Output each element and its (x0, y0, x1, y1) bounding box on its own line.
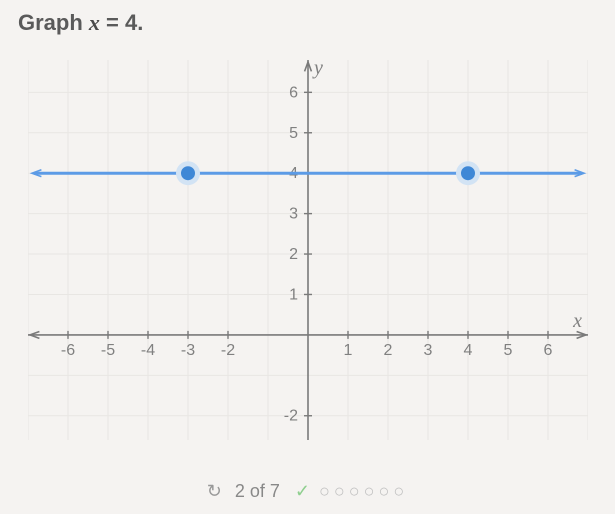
reload-icon[interactable]: ↻ (207, 481, 222, 501)
draggable-point[interactable] (461, 166, 475, 180)
x-tick-label: 1 (344, 342, 353, 359)
x-tick-label: 4 (464, 342, 473, 359)
title-variable: x (89, 10, 100, 35)
title-prefix: Graph (18, 10, 89, 35)
status-bar: ↻ 2 of 7 ✓ ○○○○○○ (0, 481, 615, 502)
x-tick-label: -4 (141, 342, 155, 359)
coordinate-plane[interactable]: -6-5-4-3-2123456-2123456xy (28, 60, 588, 440)
check-icon: ✓ (295, 481, 310, 501)
y-tick-label: 2 (289, 246, 298, 263)
y-axis-label: y (312, 60, 323, 79)
x-tick-label: -6 (61, 342, 75, 359)
x-tick-label: -2 (221, 342, 235, 359)
draggable-point[interactable] (181, 166, 195, 180)
y-tick-label: -2 (284, 408, 298, 425)
x-tick-label: 2 (384, 342, 393, 359)
y-tick-label: 6 (289, 84, 298, 101)
y-tick-label: 5 (289, 125, 298, 142)
x-tick-label: 6 (544, 342, 553, 359)
x-tick-label: 5 (504, 342, 513, 359)
x-axis-label: x (572, 310, 582, 332)
x-tick-label: -5 (101, 342, 115, 359)
progress-text: 2 of 7 (235, 481, 280, 501)
y-tick-label: 1 (289, 286, 298, 303)
plot-svg: -6-5-4-3-2123456-2123456xy (28, 60, 588, 440)
page-title: Graph x = 4. (18, 10, 143, 36)
x-tick-label: 3 (424, 342, 433, 359)
pending-dots: ○○○○○○ (310, 481, 408, 501)
x-tick-label: -3 (181, 342, 195, 359)
title-rest: = 4. (100, 10, 143, 35)
y-tick-label: 3 (289, 206, 298, 223)
